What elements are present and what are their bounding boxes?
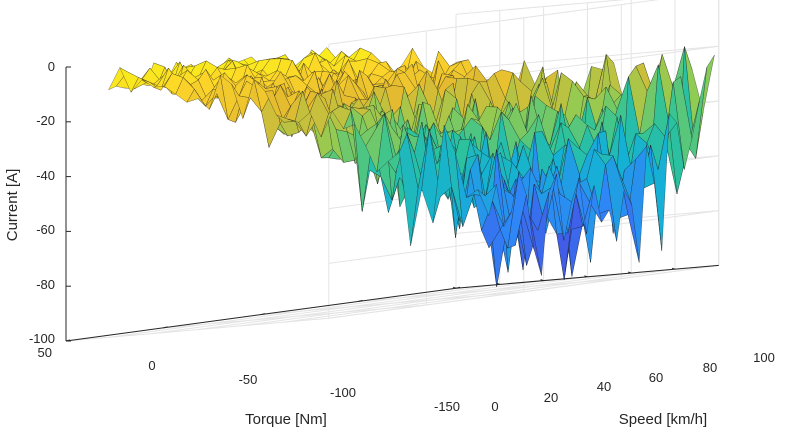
surface-plot (108, 46, 715, 287)
z-tick-label: -40 (36, 168, 55, 183)
grid-line (109, 283, 500, 338)
x-tick-mark (65, 339, 71, 342)
surface-patch (477, 183, 497, 217)
y-tick-label: 20 (544, 390, 558, 405)
grid-line (241, 272, 632, 327)
y-tick-label: 80 (703, 360, 717, 375)
y-tick-mark (540, 279, 544, 282)
y-axis-title: Speed [km/h] (619, 411, 707, 428)
axes (65, 66, 719, 342)
grid-line (153, 280, 544, 334)
y-tick-labels: 0 20 40 60 80 100 (491, 350, 774, 414)
grid-line (328, 264, 719, 319)
y-tick-mark (628, 271, 632, 274)
z-tick-labels: 0 -20 -40 -60 -80 -100 (29, 59, 55, 346)
x-tick-label: -100 (330, 385, 356, 400)
x-tick-label: 50 (38, 345, 52, 360)
y-tick-mark (452, 286, 457, 289)
z-tick-label: -80 (36, 277, 55, 292)
x-tick-mark (358, 299, 363, 302)
y-tick-mark (496, 282, 500, 285)
y-tick-label: 100 (753, 350, 775, 365)
z-tick-label: -20 (36, 113, 55, 128)
x-tick-label: 0 (148, 358, 155, 373)
z-tick-label: 0 (48, 59, 55, 74)
x-tick-mark (455, 286, 461, 289)
z-tick-label: -100 (29, 331, 55, 346)
y-tick-mark (671, 267, 676, 270)
z-tick-label: -60 (36, 222, 55, 237)
grid-line (284, 268, 676, 323)
x-tick-labels: 50 0 -50 -100 -150 (38, 345, 460, 414)
y-tick-label: 0 (491, 399, 498, 414)
x-tick-label: -150 (434, 399, 460, 414)
y-tick-mark (584, 275, 588, 278)
x-tick-mark (260, 313, 266, 316)
grid-line (197, 276, 588, 331)
z-axis-title: Current [A] (4, 169, 21, 242)
x-tick-label: -50 (239, 372, 258, 387)
y-tick-label: 40 (597, 379, 611, 394)
y-tick-label: 60 (649, 370, 663, 385)
x-axis-title: Torque [Nm] (245, 411, 327, 428)
x-tick-mark (163, 326, 168, 329)
